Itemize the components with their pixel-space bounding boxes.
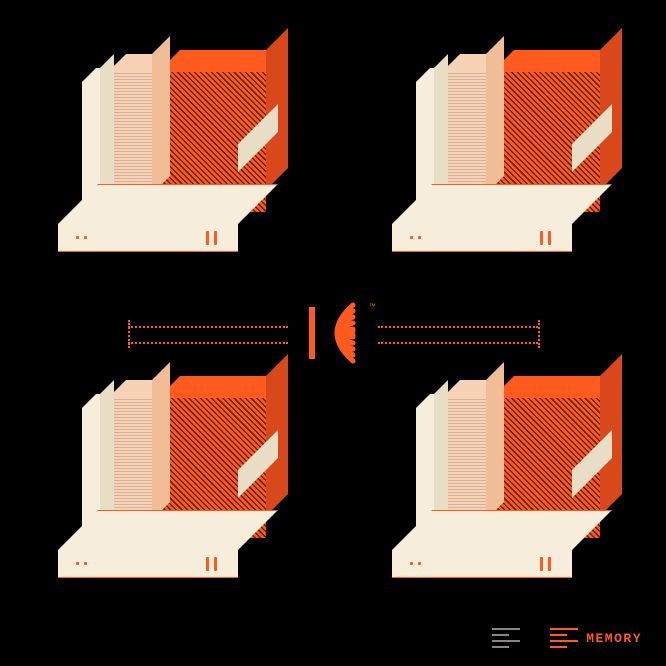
architecture-diagram: ™ (0, 0, 666, 666)
center-logo: ™ (301, 301, 365, 365)
legend-swatch-orange (550, 628, 578, 648)
server-node-0 (58, 52, 298, 252)
legend: MEMORY (492, 628, 642, 648)
connector-horizontal (128, 326, 288, 328)
legend-swatch-gray (492, 628, 520, 648)
connector-horizontal (378, 326, 538, 328)
connector-cap (538, 320, 540, 348)
connector-horizontal (128, 342, 288, 344)
trademark-symbol: ™ (370, 303, 375, 313)
legend-item-compute (492, 628, 528, 648)
server-node-3 (392, 378, 632, 578)
server-node-1 (392, 52, 632, 252)
connector-horizontal (378, 342, 538, 344)
server-node-2 (58, 378, 298, 578)
legend-item-memory: MEMORY (550, 628, 642, 648)
legend-label-memory: MEMORY (586, 631, 642, 646)
connector-cap (128, 320, 130, 348)
